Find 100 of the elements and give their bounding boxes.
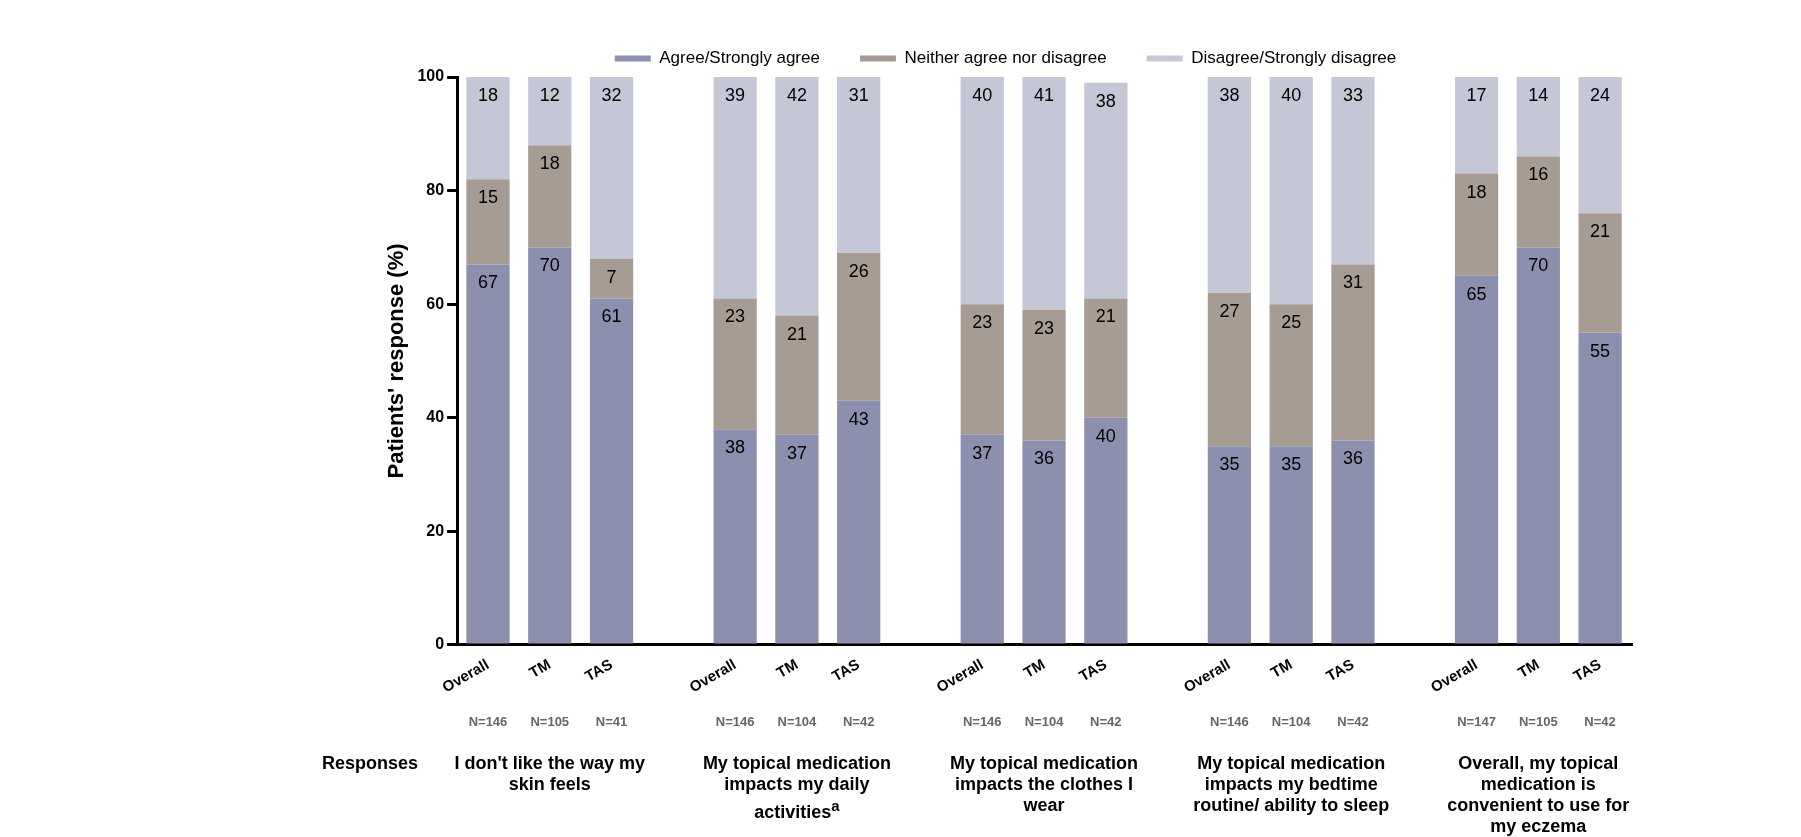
x-tick-label: TAS <box>581 655 616 685</box>
text: N=42 <box>1584 714 1616 729</box>
x-tick-label: TM <box>773 655 801 681</box>
data-label: 36 <box>1034 448 1055 469</box>
data-label: 24 <box>1590 84 1611 105</box>
bar <box>1022 440 1066 644</box>
bar <box>1269 304 1313 447</box>
bar <box>589 258 634 299</box>
x-tick-label: TM <box>1267 655 1295 681</box>
x-tick-label: TM <box>1514 655 1542 681</box>
x-tick-label: TAS <box>828 655 863 685</box>
bar <box>589 298 634 644</box>
text: N=146 <box>468 714 508 729</box>
bar <box>466 179 510 265</box>
bar <box>466 264 510 644</box>
text: N=105 <box>530 714 570 729</box>
y-tick-label: 0 <box>435 635 445 653</box>
text: Responses <box>322 753 419 774</box>
x-tick-label: TAS <box>1323 655 1357 685</box>
legend-label: Disagree/Strongly disagree <box>1191 48 1397 68</box>
bar <box>1269 446 1313 644</box>
data-label: 36 <box>1342 448 1363 469</box>
data-label: 37 <box>786 442 807 463</box>
data-label: 38 <box>1219 84 1240 105</box>
data-label: 38 <box>1095 90 1116 111</box>
bar <box>1331 77 1375 265</box>
bar <box>1516 247 1560 644</box>
x-tick-label: TM <box>526 655 554 681</box>
bar <box>1207 77 1252 293</box>
bar <box>775 77 819 316</box>
bar <box>960 434 1004 644</box>
data-label: 17 <box>1466 84 1487 105</box>
bar <box>713 429 757 644</box>
text: N=104 <box>1271 714 1311 729</box>
y-tick-label: 60 <box>426 294 445 312</box>
bar <box>1454 77 1499 174</box>
text: N=146 <box>1210 714 1249 729</box>
text: Overall, my topical medication is convenient to use for my eczema <box>1446 753 1631 837</box>
data-label: 26 <box>848 261 869 282</box>
bar <box>528 247 572 644</box>
data-label: 39 <box>725 84 746 105</box>
data-label: 25 <box>1281 312 1302 333</box>
data-label: 23 <box>972 312 993 333</box>
bar <box>1578 77 1622 214</box>
bar <box>466 77 510 180</box>
data-label: 35 <box>1281 454 1302 475</box>
text: My topical medication impacts my bedtime routine/ ability to sleep <box>1192 753 1391 816</box>
text: N=42 <box>842 714 875 729</box>
text: N=104 <box>1024 714 1064 729</box>
y-tick-label: 20 <box>426 521 445 539</box>
data-label: 14 <box>1528 84 1549 105</box>
data-label: 31 <box>848 84 869 105</box>
bar <box>1084 417 1128 644</box>
bar <box>713 298 757 430</box>
text: I don't like the way my skin feels <box>453 753 646 795</box>
y-tick-label: 80 <box>426 181 445 198</box>
data-label: 23 <box>1034 317 1055 338</box>
bar <box>589 77 634 259</box>
data-label: 21 <box>1095 306 1116 327</box>
bar <box>1207 292 1252 447</box>
bar <box>837 400 881 644</box>
data-label: 31 <box>1342 272 1363 293</box>
bar <box>1331 264 1375 441</box>
data-label: 38 <box>725 437 746 458</box>
data-label: 15 <box>477 187 498 208</box>
data-label: 40 <box>972 84 993 105</box>
x-tick-label: TM <box>1020 655 1048 681</box>
data-label: 18 <box>1466 181 1487 202</box>
data-label: 40 <box>1281 84 1302 105</box>
text: N=105 <box>1518 714 1558 729</box>
bar <box>1516 77 1560 157</box>
bar <box>1207 446 1252 644</box>
data-label: 35 <box>1219 454 1240 475</box>
legend-label: Neither agree nor disagree <box>904 48 1107 68</box>
data-label: 21 <box>1590 221 1611 242</box>
data-label: 16 <box>1528 164 1549 185</box>
data-label: 27 <box>1219 300 1240 321</box>
text: My topical medication impacts the clothes I wear <box>949 753 1140 816</box>
data-label: 37 <box>972 442 993 463</box>
bar <box>1578 332 1622 644</box>
bar <box>1022 309 1066 441</box>
text: N=41 <box>595 714 628 729</box>
data-label: 70 <box>1528 255 1549 276</box>
text: N=146 <box>715 714 755 729</box>
data-label: 12 <box>539 84 560 105</box>
data-label: 40 <box>1095 425 1116 446</box>
bar <box>528 77 572 146</box>
data-label: 33 <box>1342 84 1363 105</box>
data-label: 61 <box>601 306 622 327</box>
data-label: 23 <box>725 306 746 327</box>
text: N=147 <box>1457 714 1496 729</box>
bar <box>775 315 819 435</box>
data-label: 21 <box>786 323 807 344</box>
data-label: 42 <box>786 84 807 105</box>
bar <box>1454 173 1499 276</box>
data-label: 7 <box>606 266 617 287</box>
legend-label: Agree/Strongly agree <box>659 48 820 68</box>
bar <box>1516 156 1560 248</box>
text: N=42 <box>1337 714 1369 729</box>
bar <box>775 434 819 644</box>
